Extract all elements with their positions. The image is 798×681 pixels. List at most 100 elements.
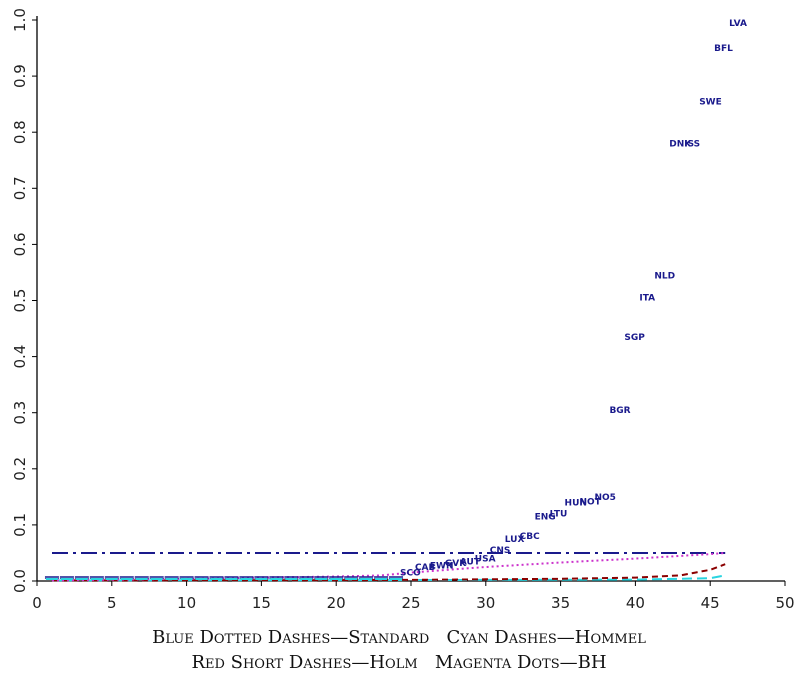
low-point-mark bbox=[315, 578, 328, 580]
low-point-mark bbox=[104, 576, 119, 579]
point-label-gvk: GVK bbox=[445, 559, 467, 569]
x-tick-label: 40 bbox=[626, 594, 645, 612]
point-label-iss: ISS bbox=[684, 139, 700, 149]
low-point-mark bbox=[135, 578, 148, 580]
chart-svg: 0 5 10 15 20 25 30 35 40 45 50 0.0 0.1 0.2 0.3 0.4 0.5 0.… bbox=[11, 8, 795, 612]
low-point-mark bbox=[45, 578, 58, 580]
low-point-mark bbox=[254, 576, 269, 579]
low-point-mark bbox=[255, 578, 268, 580]
point-label-bfl: BFL bbox=[714, 44, 733, 54]
low-point-mark bbox=[165, 578, 178, 580]
low-point-mark bbox=[89, 576, 104, 579]
low-point-mark bbox=[180, 578, 193, 580]
low-point-mark bbox=[75, 578, 88, 580]
point-label-cns: CNS bbox=[490, 546, 511, 556]
legend-line-1: Blue Dotted Dashes—Standard Cyan Dashes—… bbox=[152, 627, 646, 648]
point-label-eng: ENG bbox=[535, 512, 556, 522]
x-tick-label: 10 bbox=[177, 594, 196, 612]
legend-line-2: Red Short Dashes—Holm Magenta Dots—BH bbox=[191, 652, 607, 673]
x-tick-label: 15 bbox=[252, 594, 271, 612]
y-tick-label: 0.0 bbox=[11, 569, 29, 593]
y-tick-label: 0.9 bbox=[11, 64, 29, 88]
low-point-mark bbox=[240, 578, 253, 580]
point-label-hun: HUN bbox=[565, 498, 587, 508]
low-point-mark bbox=[224, 576, 239, 579]
low-point-mark bbox=[269, 576, 284, 579]
x-tick-label: 5 bbox=[107, 594, 117, 612]
point-label-ita: ITA bbox=[639, 294, 655, 304]
x-tick-label: 20 bbox=[327, 594, 346, 612]
low-point-mark bbox=[105, 578, 118, 580]
y-tick-label: 0.4 bbox=[11, 345, 29, 369]
point-label-ltu: LTU bbox=[550, 510, 568, 520]
low-point-mark bbox=[164, 576, 179, 579]
low-point-mark bbox=[194, 576, 209, 579]
y-tick-label: 0.7 bbox=[11, 176, 29, 200]
low-point-mark bbox=[270, 578, 283, 580]
y-tick-label: 0.3 bbox=[11, 401, 29, 425]
series-line-bh bbox=[51, 552, 726, 582]
low-point-mark bbox=[374, 576, 389, 579]
y-tick-label: 0.1 bbox=[11, 513, 29, 537]
low-point-mark bbox=[389, 576, 404, 579]
low-point-mark bbox=[390, 578, 403, 580]
axes: 0 5 10 15 20 25 30 35 40 45 50 0.0 0.1 0.2 0.3 0.4 0.5 0.… bbox=[11, 8, 795, 612]
threshold-lines bbox=[51, 552, 726, 582]
low-point-mark bbox=[299, 576, 314, 579]
series-line-holm bbox=[51, 563, 726, 582]
low-point-mark bbox=[179, 576, 194, 579]
point-label-sco: SCO bbox=[400, 569, 421, 579]
y-tick-label: 0.2 bbox=[11, 457, 29, 481]
point-label-lux: LUX bbox=[505, 535, 525, 545]
low-point-mark bbox=[329, 576, 344, 579]
low-point-mark bbox=[195, 578, 208, 580]
point-label-nld: NLD bbox=[654, 271, 675, 281]
low-point-mark bbox=[59, 576, 74, 579]
low-point-mark bbox=[119, 576, 134, 579]
x-tick-label: 0 bbox=[32, 594, 42, 612]
x-tick-label: 30 bbox=[476, 594, 495, 612]
x-tick-label: 25 bbox=[401, 594, 420, 612]
point-label-usa: USA bbox=[475, 555, 496, 565]
point-label-cbc: CBC bbox=[520, 532, 540, 542]
point-label-ewn: EWN bbox=[430, 561, 454, 571]
low-point-mark bbox=[74, 576, 89, 579]
low-point-mark bbox=[344, 576, 359, 579]
low-point-mark bbox=[149, 576, 164, 579]
low-point-mark bbox=[360, 578, 373, 580]
low-point-mark bbox=[300, 578, 313, 580]
x-tick-label: 35 bbox=[551, 594, 570, 612]
point-label-not: NOT bbox=[580, 497, 602, 507]
point-label-aut: AUT bbox=[460, 557, 481, 567]
point-label-no5: NO5 bbox=[594, 493, 615, 503]
low-point-mark bbox=[285, 578, 298, 580]
x-tick-label: 50 bbox=[775, 594, 794, 612]
low-point-mark bbox=[210, 578, 223, 580]
y-tick-label: 0.5 bbox=[11, 289, 29, 313]
low-point-mark bbox=[345, 578, 358, 580]
low-point-mark bbox=[375, 578, 388, 580]
low-point-mark bbox=[239, 576, 254, 579]
low-point-mark bbox=[314, 576, 329, 579]
low-point-mark bbox=[120, 578, 133, 580]
point-label-swe: SWE bbox=[699, 97, 722, 107]
y-tick-label: 0.6 bbox=[11, 232, 29, 256]
low-points bbox=[44, 576, 404, 580]
low-point-mark bbox=[60, 578, 73, 580]
low-point-mark bbox=[284, 576, 299, 579]
low-point-mark bbox=[44, 576, 59, 579]
low-point-mark bbox=[359, 576, 374, 579]
point-label-lva: LVA bbox=[729, 19, 747, 29]
point-label-dnk: DNK bbox=[669, 139, 692, 149]
low-point-mark bbox=[90, 578, 103, 580]
y-tick-label: 0.8 bbox=[11, 120, 29, 144]
low-point-mark bbox=[150, 578, 163, 580]
point-label-bgr: BGR bbox=[609, 406, 630, 416]
point-labels: SCOCABEWNGVKAUTUSACNSLUXCBCENGLTUHUNNOTN… bbox=[400, 19, 747, 579]
point-label-cab: CAB bbox=[415, 563, 436, 573]
low-point-mark bbox=[225, 578, 238, 580]
low-point-mark bbox=[330, 578, 343, 580]
y-tick-label: 1.0 bbox=[11, 8, 29, 32]
x-tick-label: 45 bbox=[701, 594, 720, 612]
low-point-mark bbox=[134, 576, 149, 579]
